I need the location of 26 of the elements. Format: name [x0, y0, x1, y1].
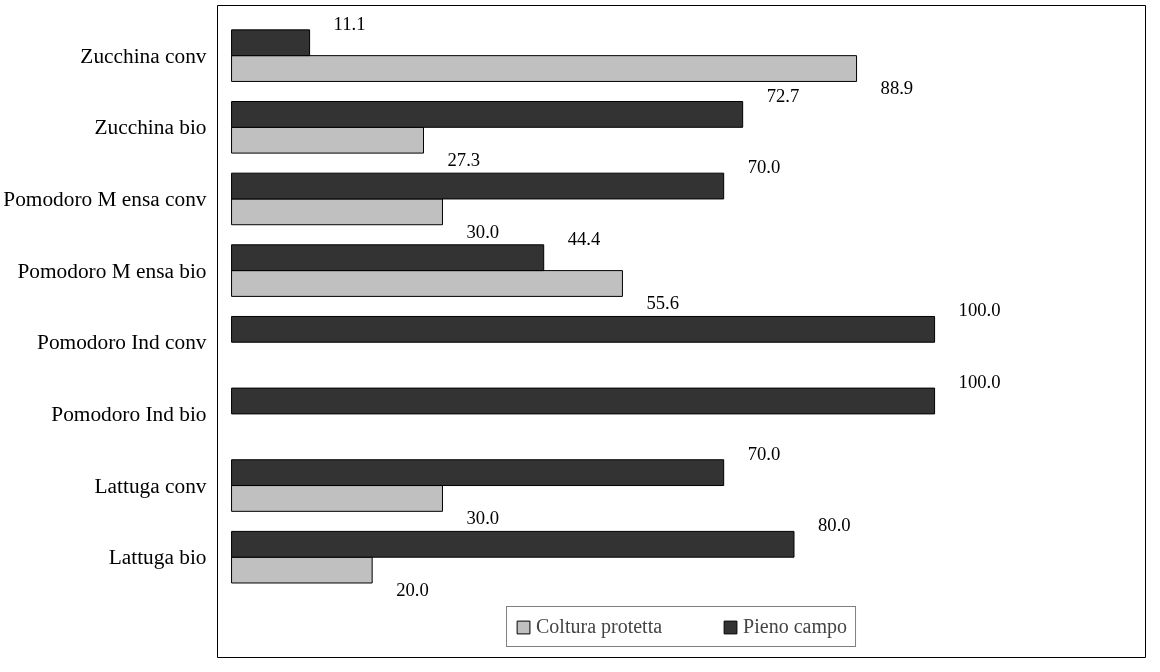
y-tick-label: Pomodoro M ensa bio	[17, 258, 207, 283]
data-label: 55.6	[646, 292, 680, 314]
y-tick-label: Pomodoro Ind conv	[37, 330, 207, 355]
data-label: 30.0	[466, 507, 500, 529]
y-tick-label: Zucchina conv	[80, 43, 207, 68]
data-label: 80.0	[817, 514, 851, 536]
data-label: 70.0	[747, 442, 781, 464]
legend-label: Coltura protetta	[536, 615, 663, 638]
data-label: 11.1	[333, 12, 366, 34]
y-tick-label: Pomodoro Ind bio	[51, 401, 207, 426]
legend-label: Pieno campo	[743, 615, 847, 638]
y-tick-label: Lattuga bio	[108, 545, 207, 570]
data-label: 72.7	[766, 84, 800, 106]
data-label: 27.3	[447, 149, 481, 171]
y-tick-label: Pomodoro M ensa conv	[3, 186, 207, 211]
data-label: 100.0	[958, 299, 1001, 321]
data-label: 70.0	[747, 156, 781, 178]
y-tick-label: Lattuga conv	[94, 473, 207, 498]
data-label: 30.0	[466, 220, 500, 242]
bar	[231, 315, 936, 343]
data-label: 100.0	[958, 371, 1001, 393]
data-label: 44.4	[567, 227, 602, 249]
bar	[231, 387, 936, 415]
y-tick-label: Zucchina bio	[94, 115, 207, 140]
data-label: 20.0	[396, 578, 429, 600]
data-label: 88.9	[880, 77, 914, 99]
